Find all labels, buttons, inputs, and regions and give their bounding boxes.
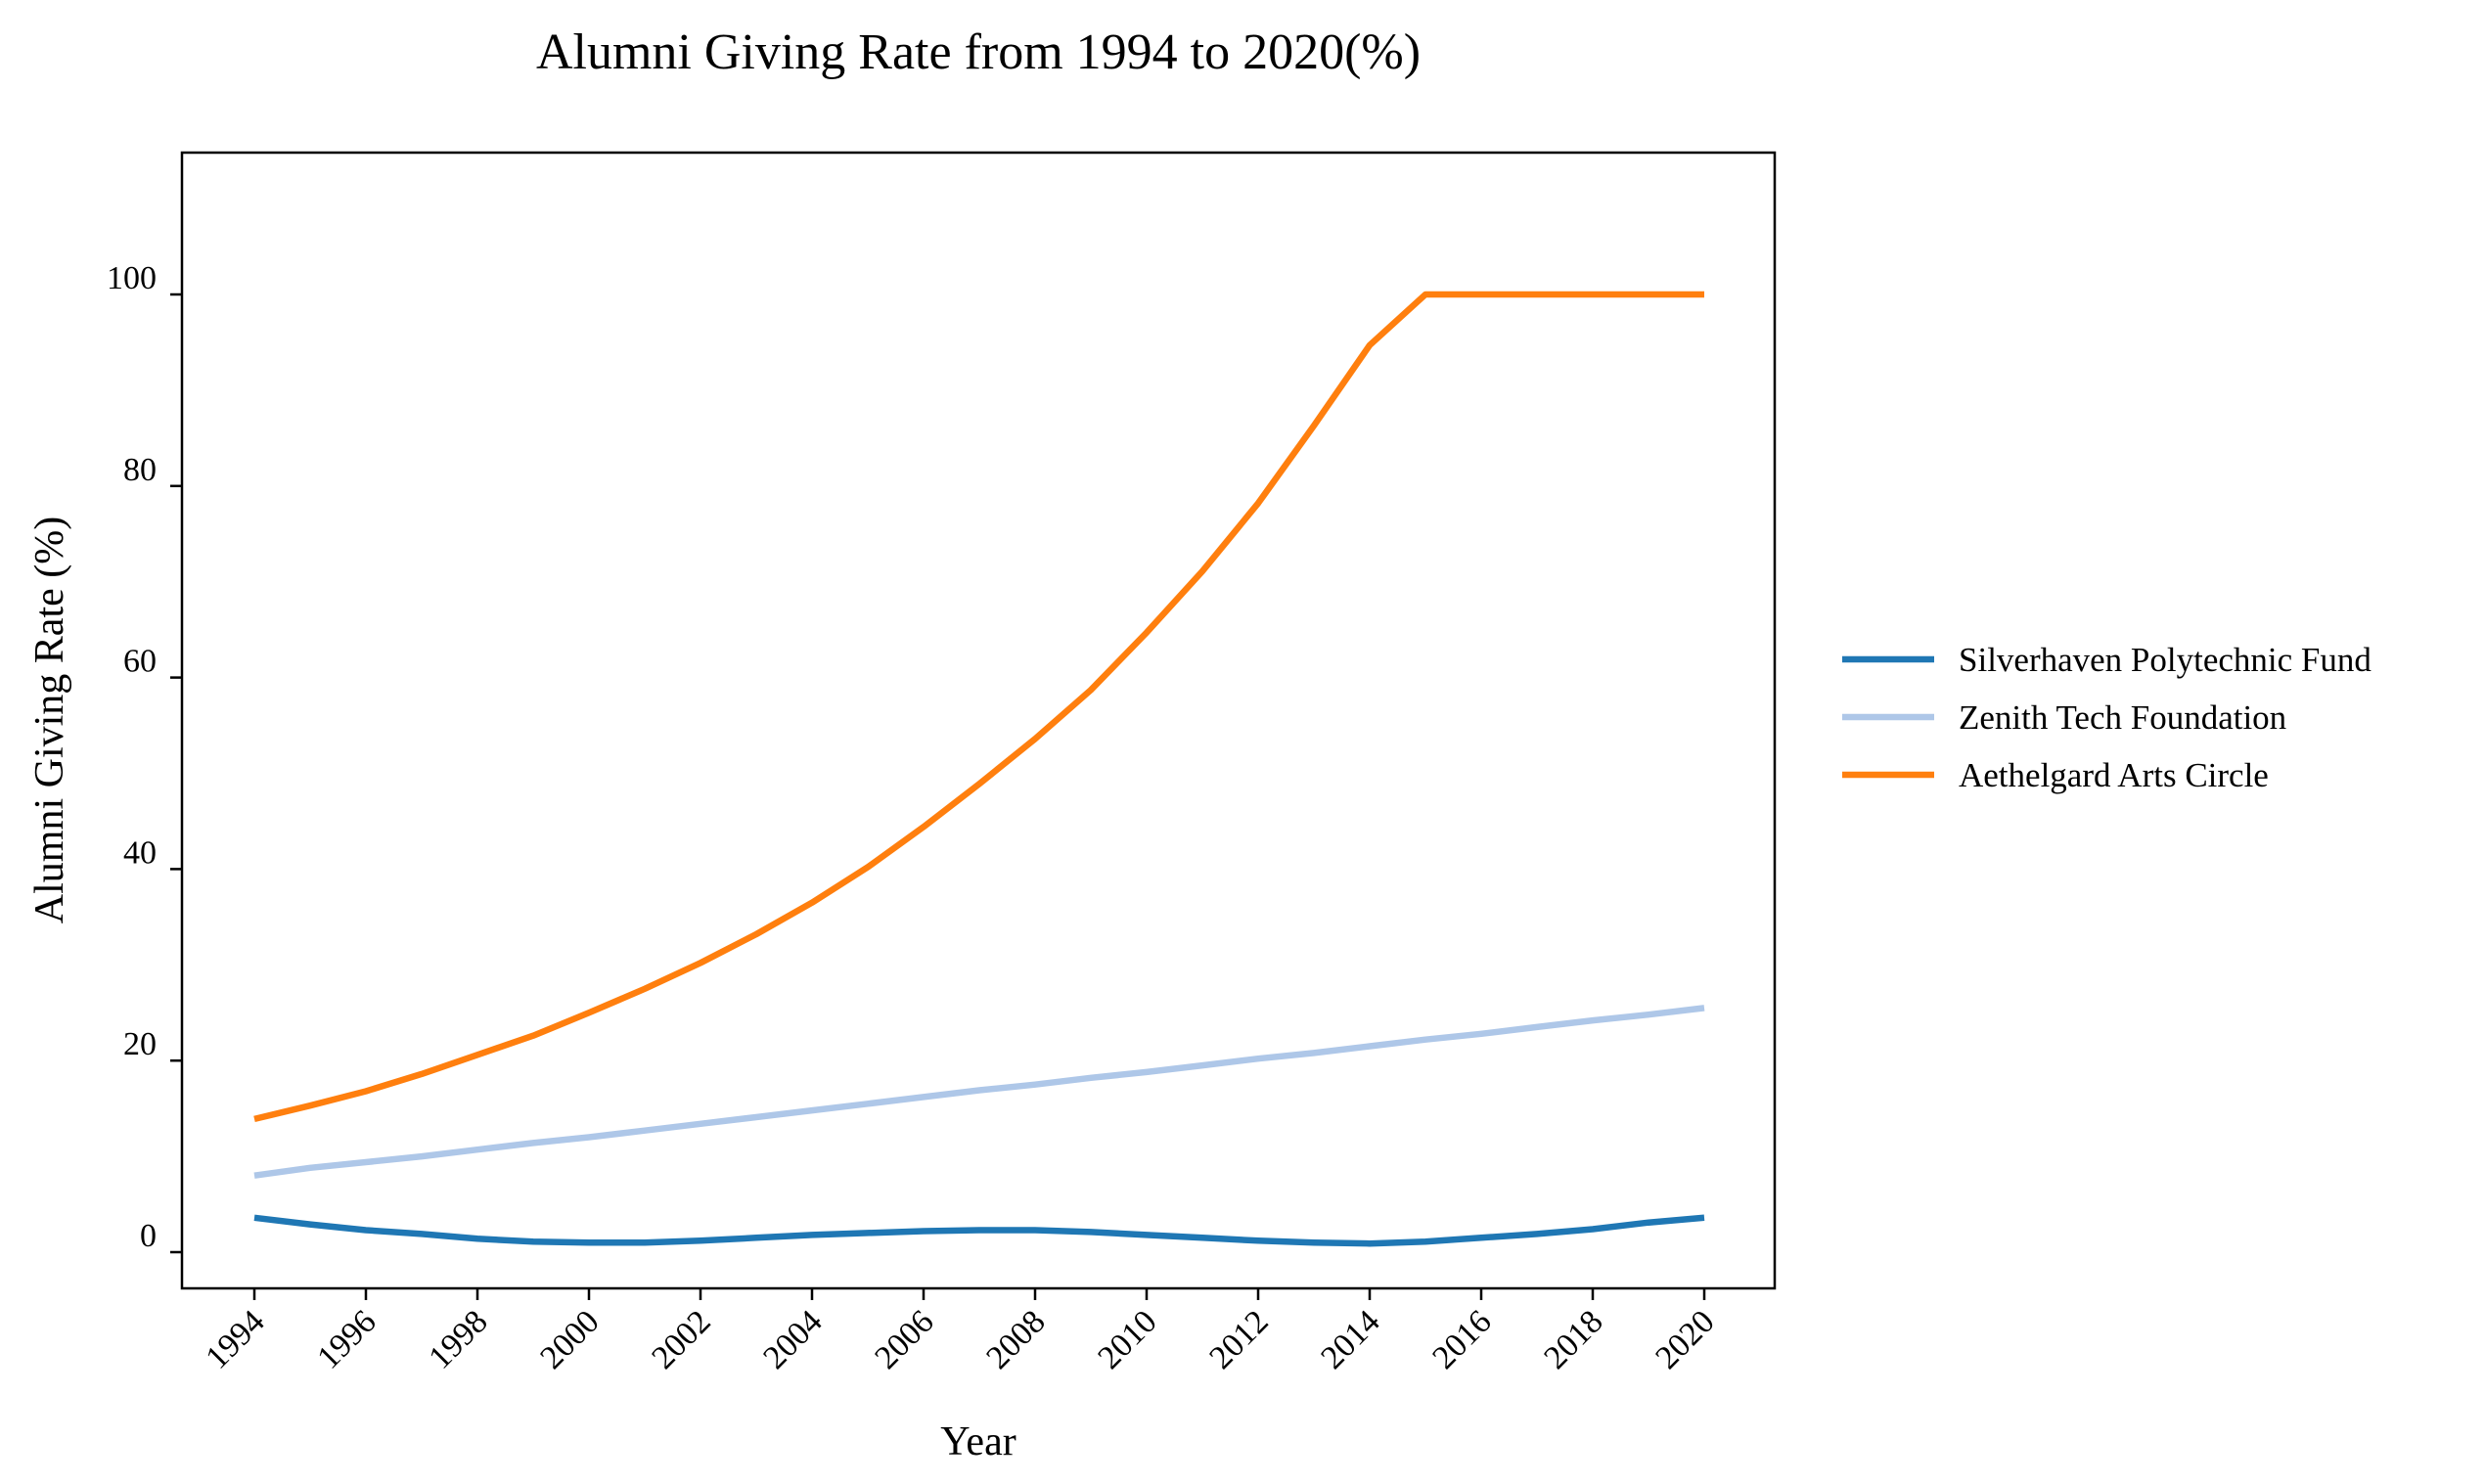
x-tick-label: 2014 [1314,1303,1386,1375]
x-tick-label: 2012 [1202,1303,1275,1375]
y-tick-label: 100 [107,260,157,296]
y-tick-label: 60 [123,644,157,680]
x-tick-label: 2002 [645,1303,717,1375]
x-tick-label: 2016 [1425,1303,1498,1375]
series-line-3 [253,291,1704,1123]
x-tick-label: 2010 [1091,1303,1163,1375]
x-tick-label: 1998 [422,1303,494,1375]
series-group [253,291,1705,1247]
plot-frame [180,151,1777,1290]
legend-entry-label: Aethelgard Arts Circle [1959,756,2269,794]
y-tick-label: 20 [123,1026,157,1062]
y-tick-label: 40 [123,834,157,871]
x-tick-label: 2006 [868,1303,940,1375]
x-tick-label: 1994 [199,1303,271,1375]
series-line-2 [253,1005,1705,1179]
y-tick-label: 80 [123,452,157,488]
x-tick-label: 2008 [979,1303,1052,1375]
y-axis-label: Alumni Giving Rate (%) [27,517,72,923]
x-axis: 1994 1996 1998 2000 2002 2004 2006 2008 2010 2012… [199,1288,1722,1376]
legend: Silverhaven Polytechnic Fund Zenith Tech … [1842,641,2371,794]
x-axis-label: Year [940,1419,1016,1464]
x-tick-label: 1996 [310,1303,383,1375]
y-axis: 0 20 40 60 80 100 [107,260,182,1254]
x-tick-label: 2000 [533,1303,606,1375]
x-tick-label: 2004 [756,1303,829,1375]
legend-entry-label: Silverhaven Polytechnic Fund [1959,641,2371,679]
series-line-1 [253,1214,1705,1247]
x-tick-label: 2018 [1537,1303,1609,1375]
legend-entry-label: Zenith Tech Foundation [1959,698,2286,737]
y-tick-label: 0 [140,1218,157,1254]
x-tick-label: 2020 [1648,1303,1721,1375]
chart-title: Alumni Giving Rate from 1994 to 2020(%) [536,24,1421,80]
